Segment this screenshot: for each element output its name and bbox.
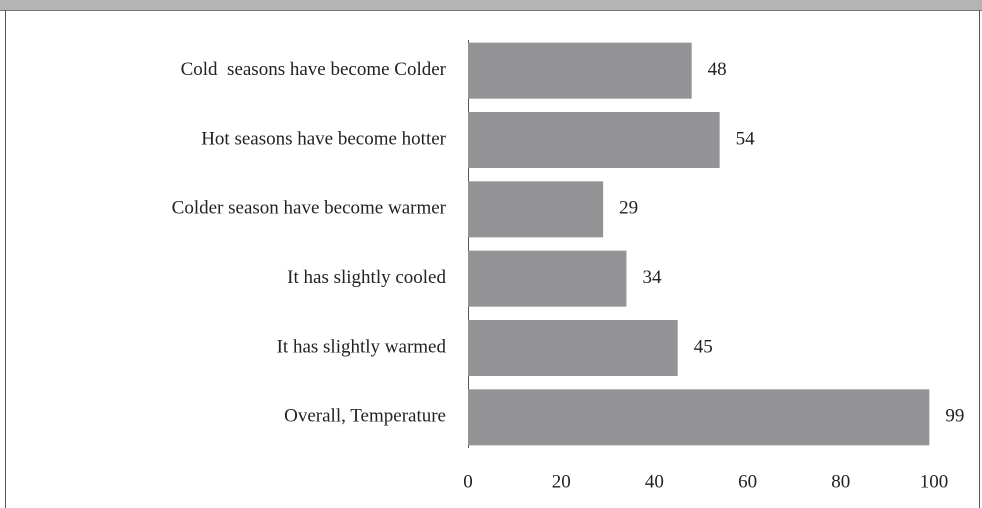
x-tick-label: 80 xyxy=(831,471,850,492)
value-label: 29 xyxy=(619,198,638,219)
bar xyxy=(468,320,678,376)
y-tick-label: It has slightly warmed xyxy=(277,336,447,357)
bar xyxy=(468,42,692,99)
value-label: 45 xyxy=(694,336,713,357)
x-tick-label: 20 xyxy=(552,471,571,492)
y-tick-label: It has slightly cooled xyxy=(287,267,446,288)
y-tick-label: Hot seasons have become hotter xyxy=(201,128,446,149)
y-tick-label: Cold seasons have become Colder xyxy=(181,59,447,80)
x-tick-label: 60 xyxy=(738,471,757,492)
y-tick-label: Colder season have become warmer xyxy=(172,198,447,219)
bar xyxy=(468,112,720,168)
x-tick-label: 100 xyxy=(920,471,949,492)
value-label: 48 xyxy=(708,59,727,80)
x-tick-label: 40 xyxy=(645,471,664,492)
value-label: 99 xyxy=(945,406,964,427)
header-band xyxy=(0,0,982,10)
value-label: 54 xyxy=(736,128,756,149)
value-label: 34 xyxy=(642,267,662,288)
bar xyxy=(468,181,604,238)
bar xyxy=(468,250,627,307)
y-tick-label: Overall, Temperature xyxy=(284,406,446,427)
bar xyxy=(468,389,930,446)
x-tick-label: 0 xyxy=(463,471,473,492)
